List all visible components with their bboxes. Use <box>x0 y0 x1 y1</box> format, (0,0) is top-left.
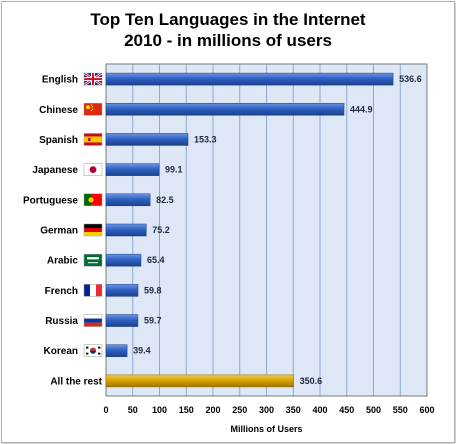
china-flag-icon <box>83 103 103 116</box>
chart-title: Top Ten Languages in the Internet <box>90 10 366 29</box>
bar-japanese <box>105 163 160 176</box>
category-label: Spanish <box>39 135 78 146</box>
x-tick-label: 200 <box>205 405 220 415</box>
x-tick-label: 600 <box>419 405 434 415</box>
bar-all-the-rest <box>105 374 294 388</box>
bar-portuguese <box>105 193 151 207</box>
value-label: 99.1 <box>165 165 183 175</box>
category-label: German <box>40 226 78 237</box>
bar-spanish <box>105 133 189 146</box>
bar-arabic <box>105 253 142 267</box>
russia-flag-icon <box>83 314 103 327</box>
x-tick-label: 400 <box>312 405 327 415</box>
value-label: 39.4 <box>133 346 151 356</box>
category-label: French <box>45 286 78 297</box>
germany-flag-icon <box>83 223 103 237</box>
x-tick-label: 100 <box>152 405 167 415</box>
category-label: All the rest <box>50 376 102 387</box>
category-label: Russia <box>45 316 78 327</box>
japan-flag-icon <box>83 163 103 176</box>
bar-english <box>105 72 394 86</box>
saudi-arabia-flag-icon <box>83 253 103 267</box>
france-flag-icon <box>83 284 103 297</box>
value-label: 350.6 <box>300 376 323 386</box>
x-tick-label: 450 <box>339 405 354 415</box>
x-tick-label: 0 <box>103 405 108 415</box>
category-label: English <box>42 75 78 86</box>
value-label: 65.4 <box>147 255 165 265</box>
x-tick-label: 500 <box>366 405 381 415</box>
value-label: 444.9 <box>350 104 373 114</box>
category-label: Japanese <box>32 165 78 176</box>
x-tick-label: 150 <box>179 405 194 415</box>
value-label: 59.8 <box>144 285 162 295</box>
south-korea-flag-icon <box>83 344 103 357</box>
category-label: Chinese <box>39 105 78 116</box>
spain-flag-icon <box>83 133 103 146</box>
x-tick-label: 350 <box>286 405 301 415</box>
category-label: Arabic <box>47 256 79 267</box>
bar-chinese <box>105 103 345 116</box>
bar-german <box>105 223 147 237</box>
value-label: 536.6 <box>399 74 422 84</box>
bar-russia <box>105 314 139 327</box>
bar-french <box>105 284 139 297</box>
x-tick-label: 550 <box>393 405 408 415</box>
x-tick-label: 250 <box>232 405 247 415</box>
bar-korean <box>105 344 128 357</box>
x-tick-label: 50 <box>128 405 138 415</box>
value-label: 75.2 <box>152 225 170 235</box>
uk-flag-icon <box>83 72 103 87</box>
portugal-flag-icon <box>83 193 103 207</box>
category-label: Portuguese <box>23 195 78 206</box>
value-label: 153.3 <box>194 134 217 144</box>
chart-subtitle: 2010 - in millions of users <box>124 31 332 50</box>
category-label: Korean <box>44 346 78 357</box>
x-tick-label: 300 <box>259 405 274 415</box>
value-label: 59.7 <box>144 316 162 326</box>
value-label: 82.5 <box>156 195 174 205</box>
x-axis-title: Millions of Users <box>230 424 302 434</box>
